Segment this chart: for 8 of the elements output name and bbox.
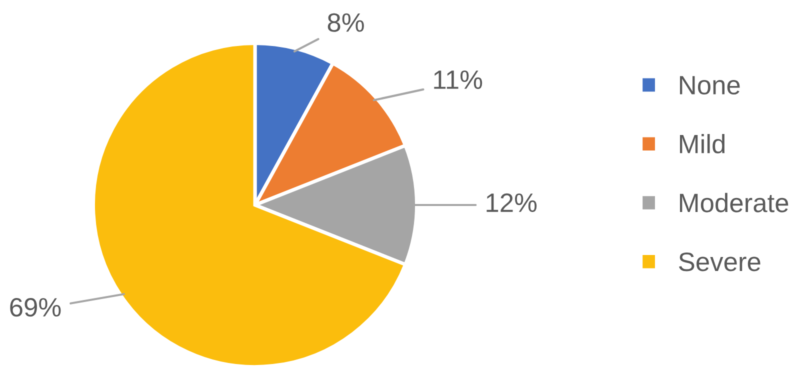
legend-label: Severe — [679, 252, 760, 272]
legend-label: Mild — [680, 134, 724, 154]
data-label: 12% — [486, 193, 537, 212]
data-label: 8% — [328, 13, 364, 32]
legend-label: Moderate — [680, 192, 788, 212]
data-label: 11% — [434, 70, 482, 89]
legend-label: None — [680, 76, 740, 95]
data-label: 69% — [10, 298, 61, 317]
